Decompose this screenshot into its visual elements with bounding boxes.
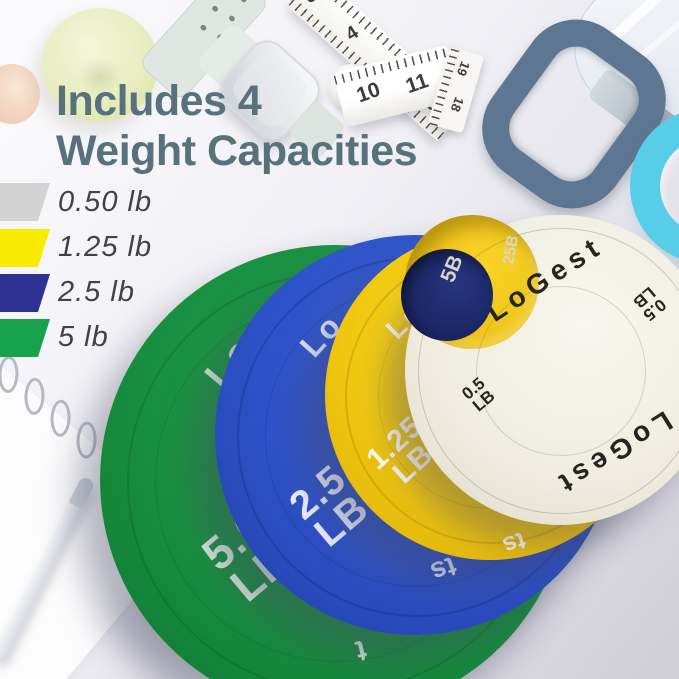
watch-band-hole	[199, 23, 208, 32]
spiral-coil	[75, 421, 98, 459]
legend-swatch-1.25lb	[0, 229, 50, 267]
peach-fruit-prop	[0, 64, 40, 124]
legend-swatch-5lb	[0, 319, 50, 357]
apple-prop	[42, 8, 158, 122]
watch-band-hole	[211, 4, 220, 13]
plate-groove	[418, 228, 679, 514]
watch-band-hole	[228, 14, 236, 23]
headline: Includes 4 Weight Capacities	[56, 76, 418, 176]
legend-label-5lb: 5 lb	[58, 321, 109, 353]
weight-plate-0.5lb: LoGest LoGest 0.5 LB 0.5 LB 25B 5B	[401, 215, 679, 525]
legend-label-2.5lb: 2.5 lb	[58, 276, 135, 308]
spiral-coil	[0, 355, 20, 394]
spiral-coil	[23, 377, 46, 416]
tape-number: 4	[342, 22, 363, 46]
plate-groove	[476, 286, 646, 456]
apple-dimple	[78, 58, 122, 96]
headline-line1: Includes 4	[56, 77, 262, 125]
legend-swatch-2.5lb	[0, 274, 50, 312]
spiral-coil	[49, 399, 72, 438]
tape-number: 19	[453, 59, 474, 79]
blue-plate-through-hole	[401, 249, 493, 341]
legend-label-0.50lb: 0.50 lb	[58, 186, 153, 218]
headline-line2: Weight Capacities	[56, 127, 418, 175]
tape-number: 18	[447, 94, 467, 114]
watch-band-hole	[239, 0, 248, 4]
legend-swatch-0.50lb	[0, 183, 50, 221]
legend-label-1.25lb: 1.25 lb	[58, 231, 153, 263]
